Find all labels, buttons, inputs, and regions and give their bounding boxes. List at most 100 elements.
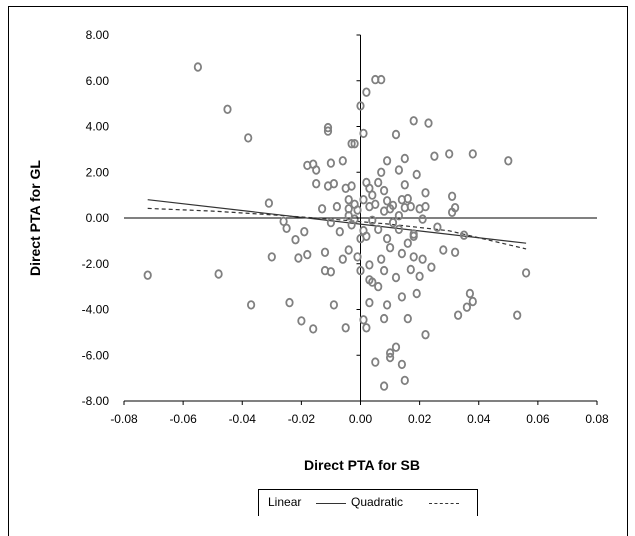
- data-point: [320, 247, 330, 257]
- data-point: [391, 129, 401, 140]
- data-point: [264, 198, 273, 208]
- data-point: [409, 231, 418, 241]
- data-point: [382, 156, 392, 166]
- data-point: [513, 310, 522, 320]
- y-tick-label: 0.00: [86, 211, 110, 225]
- data-point: [453, 310, 463, 320]
- data-point: [326, 158, 335, 168]
- data-point: [356, 265, 365, 276]
- data-point: [303, 249, 312, 260]
- data-point: [397, 248, 406, 259]
- data-point: [379, 313, 389, 324]
- data-point: [439, 245, 448, 255]
- plot-area: [124, 35, 597, 402]
- y-axis-ticks: -8.00 -6.00 -4.00 -2.00 0.00 2.00 4.00 6.00 8.00: [82, 28, 361, 408]
- x-tick-label: 0.04: [467, 412, 491, 426]
- data-point: [374, 224, 383, 235]
- data-point: [504, 156, 513, 166]
- data-point: [371, 199, 380, 209]
- data-point: [400, 180, 409, 190]
- data-point: [400, 153, 409, 164]
- data-point: [368, 215, 377, 225]
- data-point: [406, 264, 415, 275]
- y-tick-label: -6.00: [82, 348, 110, 362]
- data-point: [323, 122, 333, 133]
- data-point: [353, 252, 362, 262]
- data-point: [317, 204, 327, 214]
- data-point: [424, 118, 433, 128]
- data-point: [368, 190, 377, 200]
- legend-entry-linear: Linear: [268, 495, 302, 509]
- x-tick-label: 0.00: [349, 412, 373, 426]
- data-point: [353, 205, 362, 215]
- data-point: [335, 226, 344, 237]
- data-point: [365, 297, 374, 308]
- data-point: [397, 359, 406, 370]
- data-point: [323, 126, 333, 136]
- x-tick-label: -0.02: [288, 412, 316, 426]
- data-point: [362, 87, 371, 97]
- legend-swatch-dashed: [429, 503, 459, 504]
- data-point: [400, 375, 409, 386]
- data-point: [391, 272, 401, 283]
- data-point: [282, 223, 291, 233]
- y-axis-label: Direct PTA for GL: [27, 160, 43, 276]
- data-point: [338, 254, 347, 264]
- data-point: [409, 252, 418, 262]
- x-tick-label: -0.08: [110, 412, 138, 426]
- data-point: [359, 128, 368, 139]
- data-point: [362, 231, 371, 241]
- data-point: [359, 194, 368, 205]
- legend-swatch-solid: [316, 503, 346, 504]
- data-point: [397, 292, 406, 302]
- data-point: [379, 265, 389, 276]
- data-point: [356, 101, 365, 111]
- data-point: [244, 133, 253, 143]
- data-point: [374, 281, 383, 292]
- data-point: [223, 104, 232, 114]
- legend-entry-quadratic: Quadratic: [351, 495, 404, 509]
- data-point: [247, 300, 256, 310]
- data-point: [459, 230, 469, 240]
- data-point: [377, 74, 386, 85]
- data-point: [329, 300, 338, 310]
- y-tick-label: -2.00: [82, 257, 110, 271]
- data-point: [285, 297, 294, 308]
- data-point: [412, 288, 421, 299]
- data-point: [362, 323, 371, 333]
- linear-fit-line: [147, 199, 527, 244]
- data-point: [394, 224, 403, 235]
- data-point: [326, 267, 335, 277]
- data-point: [312, 165, 321, 175]
- data-point: [350, 214, 359, 224]
- data-point: [394, 165, 403, 175]
- x-tick-label: 0.08: [585, 412, 609, 426]
- data-point: [214, 269, 223, 279]
- data-point: [468, 296, 477, 307]
- data-point: [385, 242, 395, 253]
- chart-frame: [8, 6, 628, 536]
- x-axis-label: Direct PTA for SB: [304, 457, 420, 473]
- y-tick-label: 8.00: [86, 28, 110, 42]
- data-point: [418, 214, 427, 224]
- data-point: [291, 234, 300, 245]
- data-point: [427, 262, 436, 272]
- data-point: [326, 217, 335, 228]
- data-point: [421, 201, 430, 212]
- data-point: [447, 191, 457, 201]
- data-point: [421, 330, 430, 340]
- data-point: [347, 181, 356, 191]
- data-point: [468, 149, 477, 159]
- x-tick-label: 0.06: [526, 412, 550, 426]
- data-point: [445, 149, 454, 159]
- x-axis-ticks: -0.08 -0.06 -0.04 -0.02 0.00 0.02 0.04 0.06 0.08: [110, 401, 609, 426]
- data-point: [344, 194, 353, 205]
- data-point: [332, 201, 341, 212]
- data-point: [403, 238, 412, 248]
- data-point: [371, 357, 380, 367]
- y-tick-label: 2.00: [86, 165, 110, 179]
- data-point: [350, 138, 359, 149]
- data-point: [374, 177, 383, 188]
- data-point: [421, 188, 430, 198]
- data-point: [382, 196, 392, 206]
